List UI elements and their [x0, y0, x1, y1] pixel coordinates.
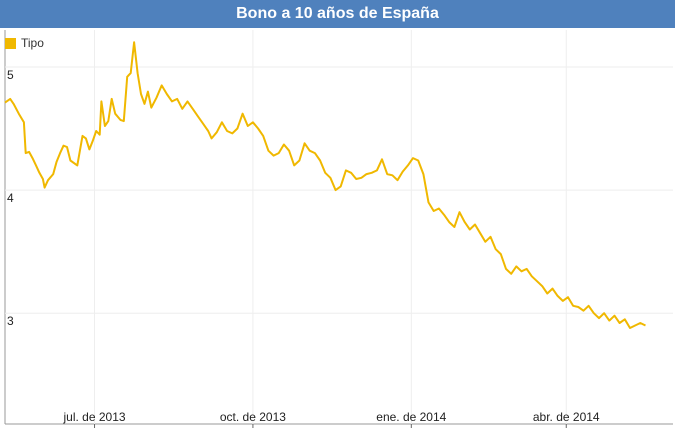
x-tick-label: abr. de 2014 — [533, 410, 600, 424]
y-tick-label: 4 — [7, 191, 14, 205]
x-tick-label: oct. de 2013 — [220, 410, 286, 424]
y-tick-label: 5 — [7, 68, 14, 82]
x-tick-label: ene. de 2014 — [376, 410, 446, 424]
grid-lines — [4, 30, 673, 425]
legend-swatch-tipo — [5, 37, 16, 49]
y-axis: 3 4 5 — [7, 68, 14, 328]
x-tick-label: jul. de 2013 — [62, 410, 125, 424]
legend[interactable]: Tipo — [5, 36, 44, 50]
series-line-tipo[interactable] — [4, 41, 646, 329]
series-layer — [4, 41, 646, 329]
x-axis: jul. de 2013 oct. de 2013 ene. de 2014 abr.… — [62, 410, 600, 428]
y-tick-label: 3 — [7, 314, 14, 328]
chart-title: Bono a 10 años de España — [0, 0, 675, 28]
legend-label-tipo: Tipo — [21, 36, 44, 50]
